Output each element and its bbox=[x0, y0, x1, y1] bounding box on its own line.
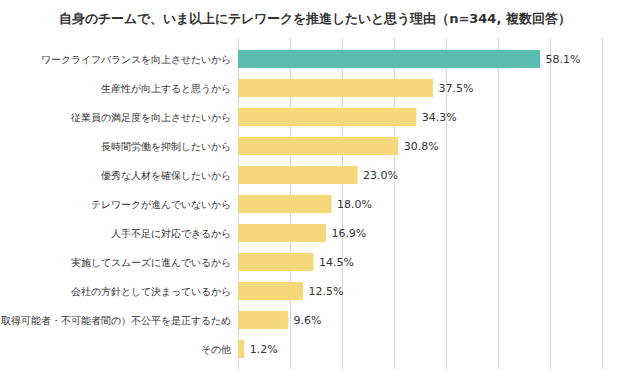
svg-text:14.5%: 14.5% bbox=[319, 256, 354, 269]
svg-text:1.2%: 1.2% bbox=[250, 343, 278, 356]
svg-text:58.1%: 58.1% bbox=[546, 53, 581, 66]
svg-text:34.3%: 34.3% bbox=[422, 111, 457, 124]
svg-text:16.9%: 16.9% bbox=[331, 227, 366, 240]
svg-text:23.0%: 23.0% bbox=[363, 169, 398, 182]
svg-text:優秀な人材を確保したいから: 優秀な人材を確保したいから bbox=[101, 170, 231, 181]
svg-text:会社の方針として決まっているから: 会社の方針として決まっているから bbox=[71, 286, 231, 297]
svg-text:9.6%: 9.6% bbox=[293, 314, 321, 327]
svg-text:テレワークが進んでいないから: テレワークが進んでいないから bbox=[91, 199, 231, 210]
svg-text:37.5%: 37.5% bbox=[439, 82, 474, 95]
svg-text:ワークライフバランスを向上させたいから: ワークライフバランスを向上させたいから bbox=[41, 54, 231, 65]
svg-text:実施してスムーズに進んでいるから: 実施してスムーズに進んでいるから bbox=[71, 257, 231, 268]
svg-text:30.8%: 30.8% bbox=[404, 140, 439, 153]
svg-text:人手不足に対応できるから: 人手不足に対応できるから bbox=[111, 228, 231, 239]
svg-text:従業員の満足度を向上させたいから: 従業員の満足度を向上させたいから bbox=[71, 112, 231, 123]
svg-text:長時間労働を抑制したいから: 長時間労働を抑制したいから bbox=[101, 141, 231, 152]
svg-text:生産性が向上すると思うから: 生産性が向上すると思うから bbox=[101, 83, 231, 94]
svg-text:その他: その他 bbox=[201, 344, 231, 355]
html-text:自身のチームで、いま以上にテレワークを推進したいと思う理由（: 自身のチームで、いま以上にテレワークを推進したいと思う理由（n=344, 複数回… bbox=[59, 11, 571, 26]
svg-text:（取得可能者・不可能者間の）不公平を是正するため: （取得可能者・不可能者間の）不公平を是正するため bbox=[0, 315, 231, 326]
svg-text:12.5%: 12.5% bbox=[309, 285, 344, 298]
svg-text:18.0%: 18.0% bbox=[337, 198, 372, 211]
